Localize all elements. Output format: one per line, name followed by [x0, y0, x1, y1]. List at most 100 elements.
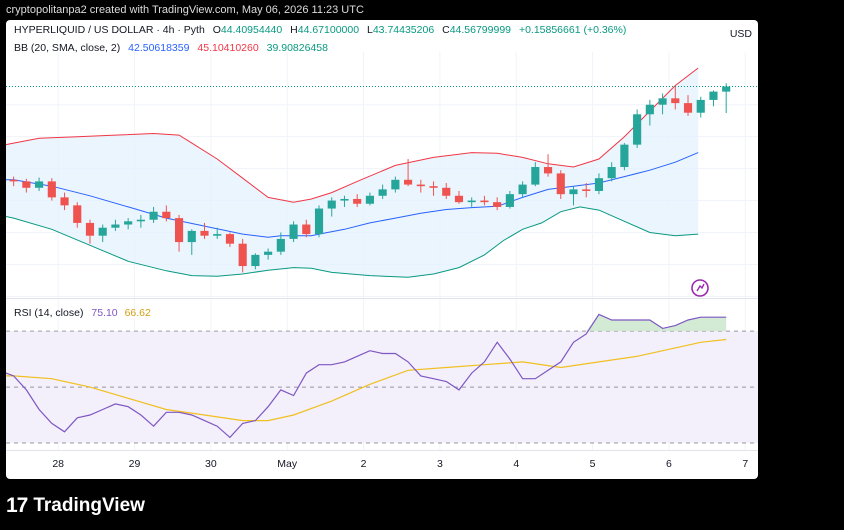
- candle[interactable]: [620, 143, 629, 171]
- candle[interactable]: [569, 186, 578, 206]
- candle[interactable]: [365, 192, 374, 206]
- candle[interactable]: [302, 219, 311, 238]
- candle[interactable]: [645, 99, 654, 126]
- candle-body: [505, 194, 514, 207]
- rsi-pane: [6, 313, 758, 444]
- candle[interactable]: [607, 162, 616, 182]
- footer[interactable]: 17 TradingView: [6, 492, 145, 520]
- time-tick-label: 3: [437, 458, 443, 470]
- candle[interactable]: [225, 232, 235, 247]
- candle[interactable]: [518, 181, 527, 198]
- candle[interactable]: [174, 214, 184, 252]
- candle[interactable]: [213, 227, 222, 239]
- candle[interactable]: [696, 96, 705, 118]
- candle-body: [111, 224, 120, 228]
- candle[interactable]: [391, 176, 400, 193]
- candle-body: [85, 222, 95, 236]
- candle[interactable]: [505, 190, 514, 209]
- candle[interactable]: [124, 218, 133, 230]
- legend-low: 43.74435206: [373, 24, 434, 36]
- candle-body: [149, 211, 158, 220]
- currency-label[interactable]: USD: [730, 28, 753, 40]
- candle[interactable]: [111, 219, 120, 231]
- legend-row-2: BB (20, SMA, close, 2) 42.50618359 45.10…: [14, 42, 328, 54]
- candle[interactable]: [722, 83, 731, 114]
- candle-body: [582, 189, 591, 191]
- candle[interactable]: [98, 224, 107, 243]
- candle[interactable]: [467, 197, 476, 207]
- candle[interactable]: [378, 184, 387, 199]
- candle[interactable]: [60, 192, 69, 211]
- candle[interactable]: [149, 206, 158, 223]
- tradingview-logo-icon: 17: [6, 494, 28, 517]
- candle-body: [518, 184, 527, 195]
- candle[interactable]: [73, 202, 82, 228]
- candle-body: [543, 167, 553, 174]
- candle[interactable]: [671, 85, 680, 110]
- candle[interactable]: [416, 179, 425, 193]
- candle[interactable]: [658, 93, 667, 115]
- candle[interactable]: [264, 248, 273, 260]
- candle[interactable]: [531, 162, 540, 187]
- candle-body: [722, 86, 731, 92]
- candle[interactable]: [47, 178, 56, 201]
- candle-body: [136, 219, 145, 222]
- candle[interactable]: [594, 173, 604, 195]
- candle[interactable]: [9, 176, 18, 187]
- candle[interactable]: [35, 177, 44, 191]
- candle-body: [238, 243, 247, 267]
- candle[interactable]: [340, 195, 349, 207]
- time-tick-label: 6: [666, 458, 672, 470]
- candle-body: [264, 251, 273, 255]
- candle[interactable]: [454, 190, 464, 204]
- candle[interactable]: [442, 182, 451, 199]
- candle[interactable]: [136, 214, 145, 228]
- candle[interactable]: [327, 197, 336, 217]
- candle[interactable]: [683, 95, 693, 116]
- candle[interactable]: [162, 205, 171, 222]
- top-bar: cryptopolitanpa2 created with TradingVie…: [0, 0, 844, 20]
- time-tick-label: 30: [205, 458, 217, 470]
- candle[interactable]: [633, 109, 642, 148]
- candle-body: [327, 200, 336, 209]
- candle-body: [47, 181, 56, 198]
- chart-card[interactable]: 45.10410260 42.50618359 39.90826458 44.5679…: [6, 20, 758, 479]
- candle-body: [340, 198, 349, 201]
- candle[interactable]: [85, 219, 95, 244]
- candle[interactable]: [22, 178, 31, 193]
- candle[interactable]: [276, 232, 285, 255]
- candle[interactable]: [709, 90, 718, 107]
- candle[interactable]: [429, 181, 438, 196]
- candle[interactable]: [543, 154, 553, 177]
- candle[interactable]: [238, 238, 247, 273]
- tradingview-logo-icon[interactable]: [691, 279, 709, 297]
- candle-body: [416, 184, 425, 187]
- candle[interactable]: [493, 197, 502, 211]
- time-tick-label: 4: [513, 458, 519, 470]
- chart-svg[interactable]: 45.10410260 42.50618359 39.90826458 44.5679…: [6, 20, 758, 479]
- candle-body: [60, 197, 69, 206]
- candle-body: [213, 234, 222, 236]
- candle-body: [531, 167, 540, 185]
- candle[interactable]: [556, 170, 565, 199]
- candle-body: [620, 144, 629, 168]
- candle[interactable]: [353, 194, 362, 207]
- candle[interactable]: [289, 221, 298, 243]
- candle[interactable]: [582, 182, 591, 198]
- candle[interactable]: [187, 229, 196, 255]
- time-tick-label: May: [277, 458, 298, 470]
- candle[interactable]: [251, 253, 260, 270]
- rsi-ma-line: [6, 338, 727, 422]
- candles[interactable]: [9, 83, 731, 273]
- candle-body: [607, 167, 616, 179]
- candle-body: [73, 205, 82, 223]
- candle[interactable]: [200, 222, 209, 239]
- candle-body: [480, 200, 489, 203]
- candle[interactable]: [314, 205, 324, 238]
- bb-fill: [6, 68, 699, 278]
- candle-body: [391, 179, 400, 190]
- rsi-label: RSI (14, close): [14, 307, 83, 319]
- time-axis[interactable]: 28 29 30 May 2 3 4 5 6 7: [52, 458, 748, 470]
- candle[interactable]: [404, 159, 413, 187]
- candle[interactable]: [480, 195, 489, 206]
